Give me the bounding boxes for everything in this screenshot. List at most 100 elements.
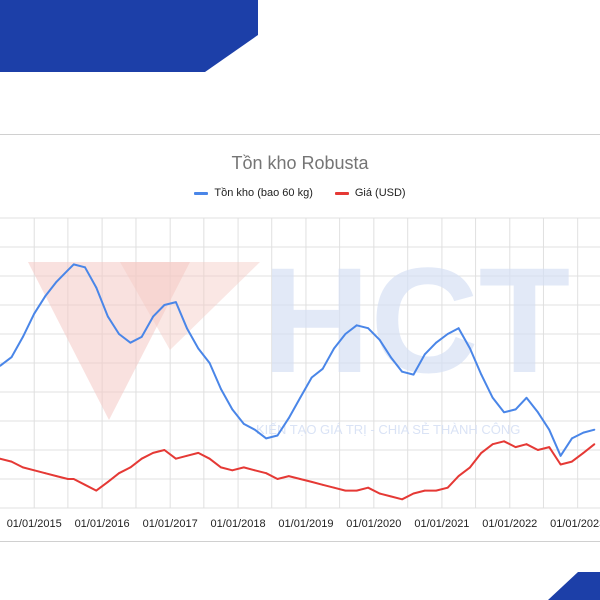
data-point-0: [44, 295, 47, 298]
data-point-0: [72, 263, 75, 266]
data-point-1: [84, 483, 86, 486]
data-point-0: [95, 286, 98, 289]
data-point-0: [378, 338, 381, 341]
data-point-1: [593, 443, 596, 446]
data-point-1: [503, 440, 505, 443]
data-point-1: [197, 452, 200, 454]
data-point-0: [469, 347, 471, 350]
data-point-0: [84, 266, 86, 269]
data-point-0: [582, 431, 585, 434]
data-point-0: [55, 280, 58, 283]
data-point-1: [401, 498, 403, 501]
x-tick-label: 01/01/2019: [278, 518, 333, 530]
data-point-1: [457, 475, 460, 477]
data-point-0: [231, 408, 234, 411]
data-point-1: [548, 446, 551, 448]
data-point-1: [208, 457, 211, 460]
data-point-0: [220, 388, 222, 390]
chart-title: Tồn kho Robusta: [231, 153, 369, 173]
data-point-0: [593, 428, 596, 431]
x-tick-label: 01/01/2017: [143, 518, 198, 530]
legend-item-price: Giá (USD): [334, 187, 406, 199]
data-point-1: [175, 457, 177, 460]
data-point-0: [480, 373, 483, 376]
legend-item-inventory: Tồn kho (bao 60 kg): [194, 187, 313, 199]
data-point-0: [401, 370, 403, 373]
data-point-0: [197, 347, 200, 350]
data-point-0: [107, 315, 109, 318]
data-point-0: [118, 333, 120, 335]
data-point-1: [537, 449, 539, 451]
data-point-1: [242, 466, 245, 469]
data-point-1: [22, 466, 24, 469]
data-point-1: [514, 446, 517, 448]
data-point-0: [559, 454, 562, 457]
legend-label-inventory: Tồn kho (bao 60 kg): [214, 187, 313, 199]
data-point-0: [514, 408, 517, 411]
data-point-0: [412, 373, 415, 376]
data-point-0: [140, 336, 143, 338]
data-point-0: [344, 333, 347, 335]
data-point-1: [412, 492, 415, 495]
watermark-logo-text: HCT: [262, 236, 570, 404]
data-point-0: [186, 327, 188, 330]
data-point-1: [423, 489, 426, 492]
data-point-0: [525, 396, 528, 399]
data-point-0: [276, 434, 279, 437]
legend-label-price: Giá (USD): [354, 187, 406, 199]
data-point-1: [140, 457, 143, 460]
x-tick-label: 01/01/2020: [346, 518, 401, 530]
series-line-1: [0, 440, 596, 501]
data-point-1: [67, 478, 69, 480]
watermark-triangle-left: [28, 262, 190, 420]
data-point-1: [480, 452, 483, 454]
watermark-slogan: KIẾN TẠO GIÁ TRỊ - CHIA SẺ THÀNH CÔNG: [256, 422, 520, 437]
data-point-0: [537, 411, 539, 414]
data-point-1: [118, 472, 120, 475]
data-point-1: [129, 466, 132, 469]
data-point-0: [175, 301, 177, 303]
data-point-1: [276, 478, 279, 480]
data-point-0: [33, 312, 36, 315]
x-tick-label: 01/01/2015: [7, 518, 62, 530]
data-point-0: [152, 315, 155, 318]
top-brand-banner: [0, 0, 258, 72]
legend-swatch-price: [334, 191, 349, 195]
data-point-1: [186, 454, 188, 457]
series-line-0: [0, 263, 595, 457]
x-tick-label: 01/01/2023: [550, 518, 600, 530]
data-point-0: [163, 304, 166, 306]
data-point-0: [355, 324, 358, 327]
data-point-1: [0, 457, 1, 460]
data-point-1: [389, 495, 392, 498]
data-point-0: [423, 353, 426, 356]
data-point-1: [72, 478, 75, 480]
data-point-1: [55, 475, 58, 477]
data-point-1: [253, 469, 256, 472]
data-point-1: [525, 443, 528, 446]
data-point-1: [310, 481, 313, 483]
data-point-1: [491, 443, 494, 446]
data-point-0: [491, 396, 494, 399]
data-point-0: [10, 356, 13, 359]
data-point-1: [582, 452, 585, 454]
data-point-1: [33, 469, 36, 472]
data-point-0: [435, 341, 437, 344]
data-point-0: [0, 365, 1, 367]
legend-swatch-inventory: [194, 191, 209, 195]
data-point-1: [287, 475, 290, 477]
data-point-1: [265, 472, 268, 475]
bottom-banner-shape: [548, 572, 600, 600]
data-point-0: [299, 396, 302, 399]
data-point-1: [44, 472, 47, 475]
data-point-0: [67, 269, 69, 272]
x-tick-label: 01/01/2022: [482, 518, 537, 530]
watermark-triangle-right: [120, 262, 260, 350]
data-point-0: [208, 362, 211, 364]
data-point-1: [107, 481, 109, 483]
data-point-0: [310, 376, 313, 379]
data-point-0: [571, 437, 573, 440]
data-point-0: [548, 428, 551, 431]
data-point-0: [287, 417, 290, 419]
